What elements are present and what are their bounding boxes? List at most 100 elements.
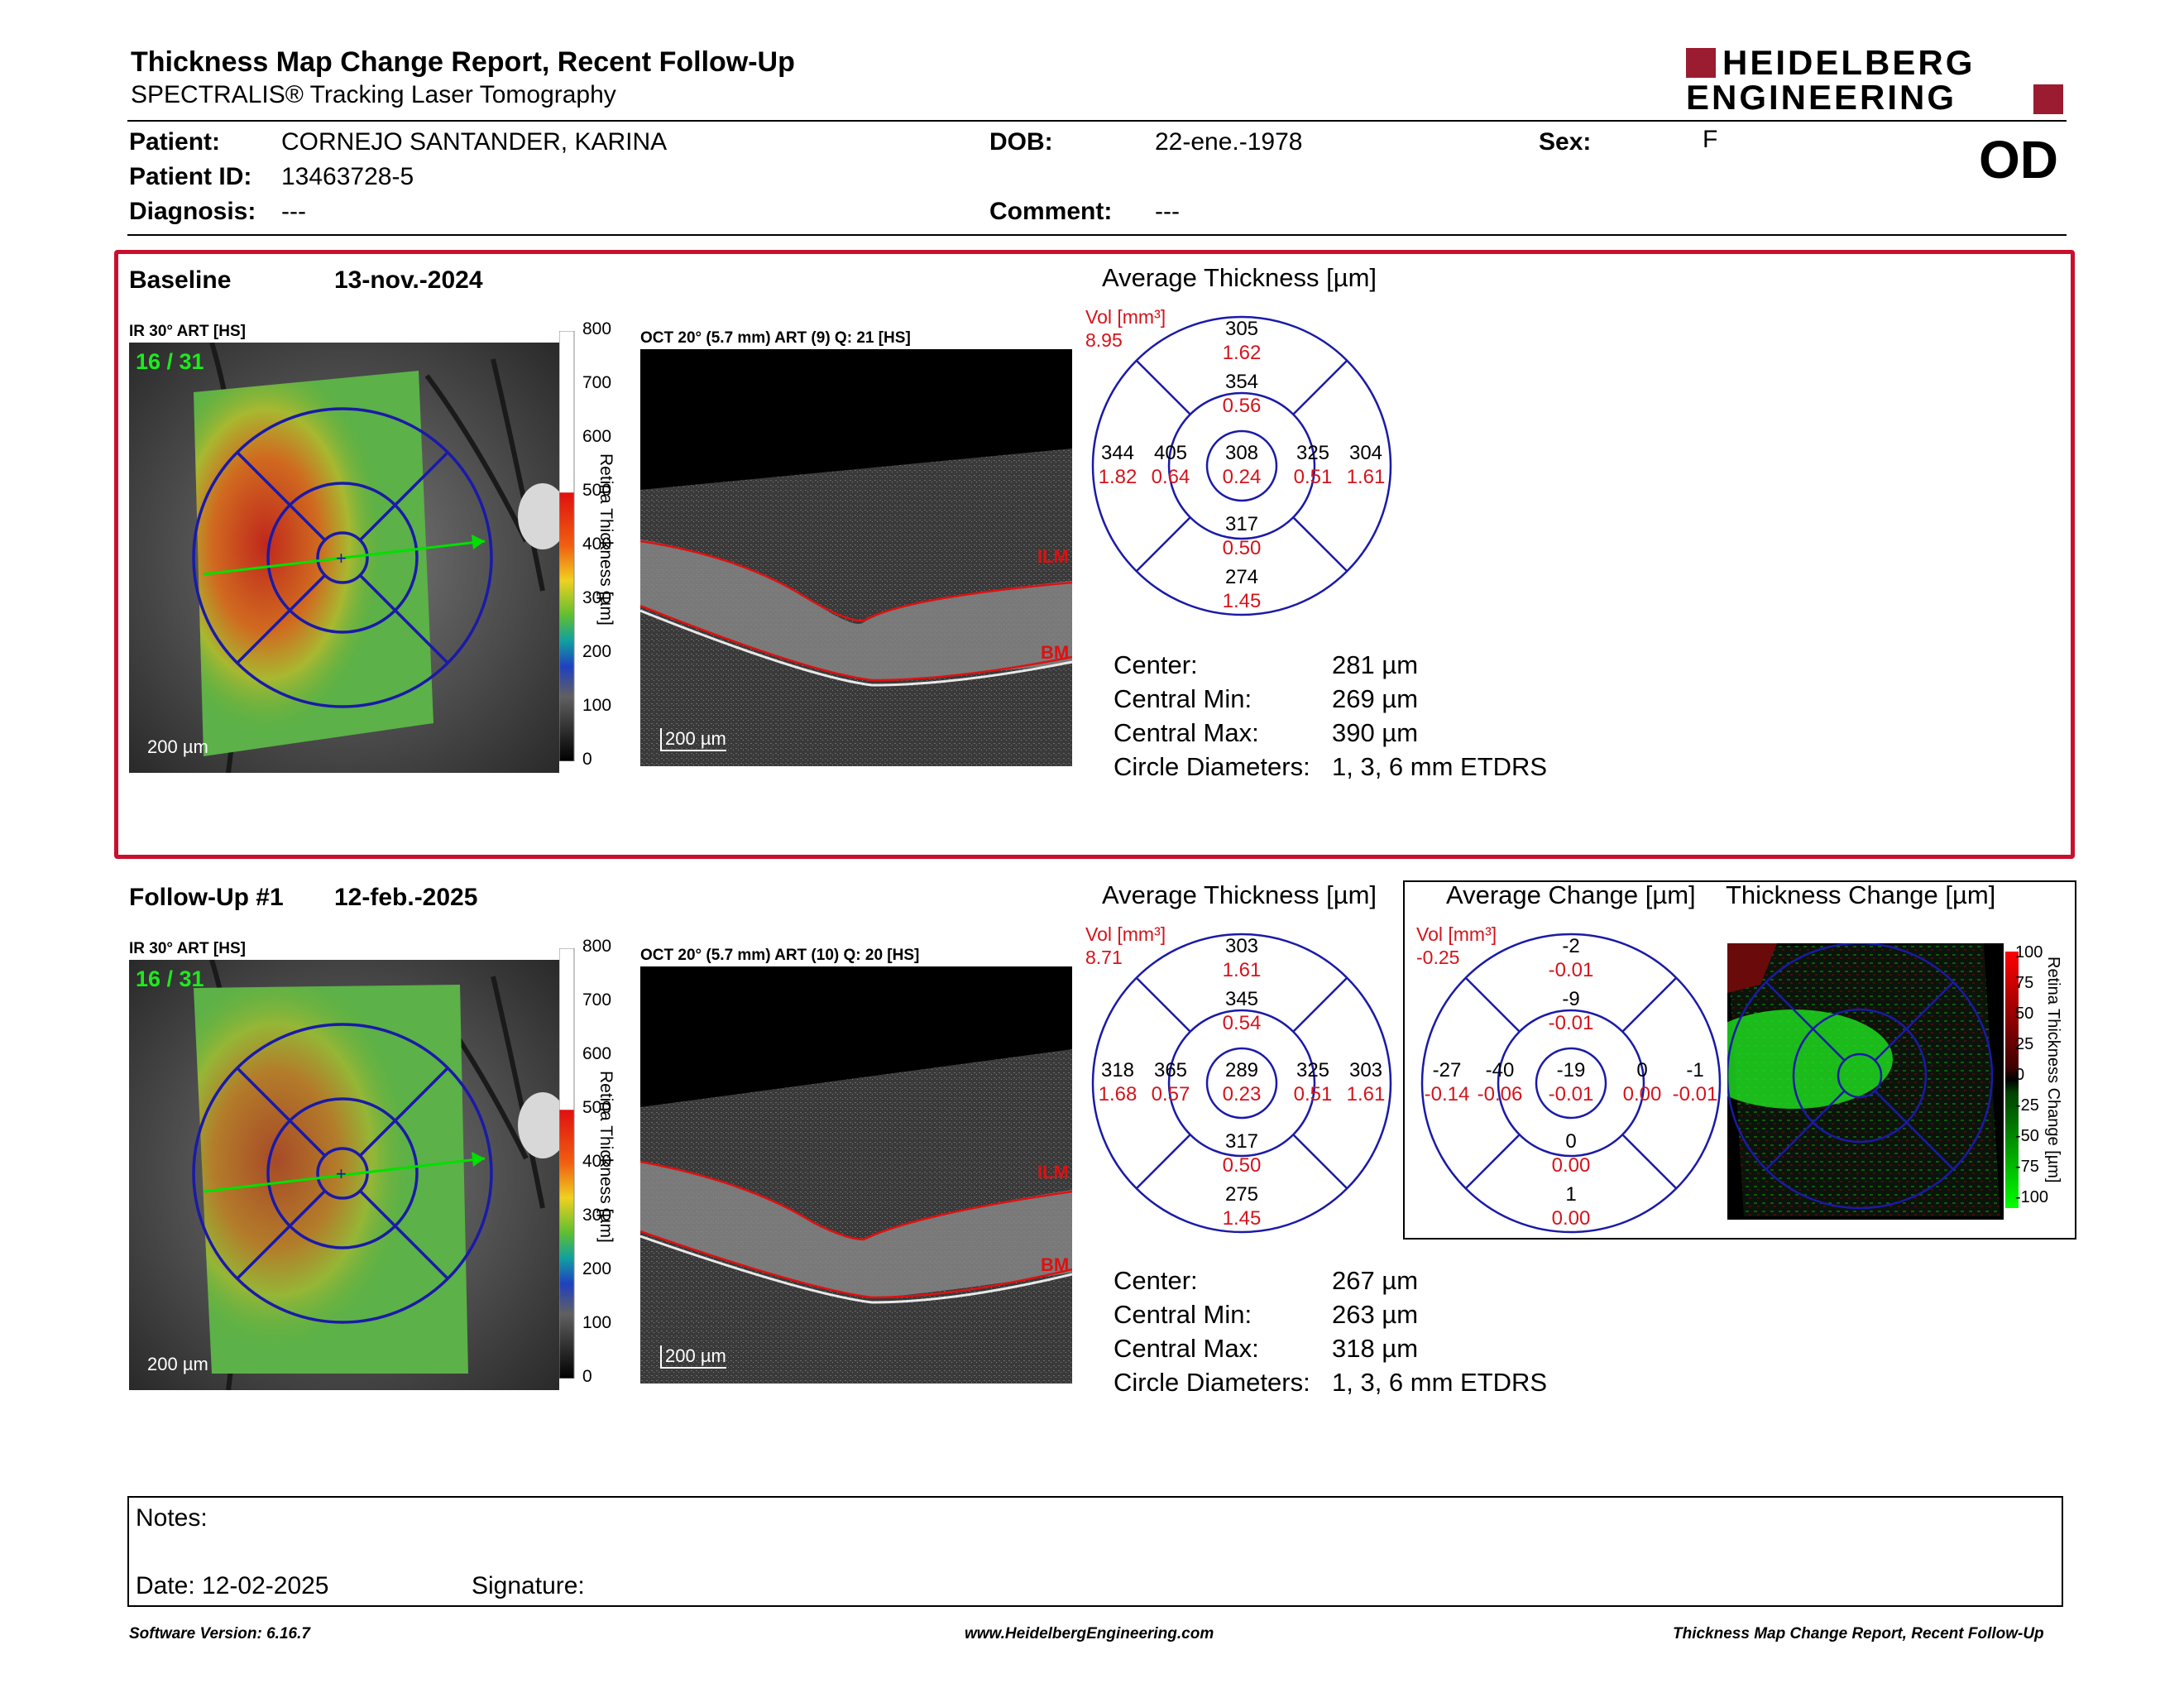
followup-etdrs-volume: 1.45 [1222, 1207, 1262, 1230]
followup-etdrs-inner-temp: 365 0.57 [1138, 1058, 1204, 1106]
followup-scale-tick: 400 [582, 1152, 612, 1171]
change-etdrs-outer-nas: -1 -0.01 [1662, 1058, 1728, 1106]
followup-scale-tick: 700 [582, 990, 612, 1009]
followup-etdrs-outer-inf: 275 1.45 [1209, 1182, 1275, 1230]
baseline-avg-title: Average Thickness [µm] [1102, 263, 1377, 292]
change-etdrs-outer-temp: -27 -0.14 [1414, 1058, 1480, 1106]
baseline-max-value: 390 µm [1332, 718, 1419, 747]
followup-frame-count: 16 / 31 [136, 966, 204, 991]
baseline-etdrs-thickness: 317 [1224, 513, 1259, 535]
followup-scale-tick: 300 [582, 1206, 612, 1225]
change-etdrs-thickness: -2 [1562, 935, 1580, 957]
followup-scale-tick: 600 [582, 1044, 612, 1063]
followup-etdrs-thickness: 303 [1348, 1059, 1383, 1081]
followup-etdrs-thickness: 303 [1224, 935, 1259, 957]
baseline-etdrs-thickness: 354 [1224, 371, 1259, 393]
baseline-etdrs-outer-nas: 304 1.61 [1333, 441, 1399, 489]
baseline-etdrs-thickness: 325 [1296, 442, 1330, 464]
footer-website[interactable]: www.HeidelbergEngineering.com [965, 1625, 1214, 1642]
baseline-etdrs-thickness: 344 [1100, 442, 1135, 464]
baseline-scale-tick: 300 [582, 588, 612, 607]
change-scale-tick: 25 [2015, 1035, 2034, 1053]
followup-scale-tick: 200 [582, 1259, 612, 1278]
baseline-center-value: 281 µm [1332, 650, 1419, 679]
followup-etdrs-volume: 0.57 [1151, 1083, 1190, 1105]
change-etdrs-inner-sup: -9 -0.01 [1538, 987, 1604, 1035]
followup-circ-label: Circle Diameters: [1114, 1368, 1310, 1397]
followup-ir-label: IR 30° ART [HS] [129, 940, 246, 957]
followup-scale-tick: 800 [582, 937, 612, 956]
baseline-date: 13-nov.-2024 [334, 266, 483, 294]
baseline-etdrs-volume: 0.50 [1222, 537, 1262, 559]
followup-etdrs-volume: 1.61 [1346, 1083, 1386, 1105]
change-etdrs-inner-inf: 0 0.00 [1538, 1129, 1604, 1177]
baseline-ilm-label: ILM [1037, 546, 1069, 567]
baseline-thickness-map: + 16 / 31 200 µm [129, 343, 559, 773]
followup-label: Follow-Up #1 [129, 884, 284, 911]
baseline-etdrs-outer-temp: 344 1.82 [1085, 441, 1151, 489]
followup-etdrs-thickness: 365 [1153, 1059, 1188, 1081]
baseline-scale-tick: 400 [582, 535, 612, 554]
followup-etdrs-volume: 0.54 [1222, 1012, 1262, 1034]
baseline-etdrs-thickness: 274 [1224, 566, 1259, 588]
baseline-etdrs-inner-inf: 317 0.50 [1209, 512, 1275, 560]
followup-vol-label: Vol [mm³] [1085, 923, 1166, 945]
change-etdrs-volume: 0.00 [1622, 1083, 1662, 1105]
thickness-change-map [1727, 943, 2004, 1220]
baseline-frame [114, 250, 2075, 859]
patient-name: CORNEJO SANTANDER, KARINA [281, 128, 668, 156]
baseline-center-label: Center: [1114, 650, 1198, 679]
followup-min-label: Central Min: [1114, 1300, 1252, 1329]
report-subtitle: SPECTRALIS® Tracking Laser Tomography [131, 81, 616, 108]
change-scale-tick: -25 [2015, 1096, 2039, 1115]
baseline-label: Baseline [129, 266, 232, 294]
followup-ilm-label: ILM [1037, 1162, 1069, 1182]
followup-center-value: 267 µm [1332, 1266, 1419, 1295]
change-scale-tick: -50 [2015, 1127, 2039, 1145]
change-scale-axis-label: Retina Thickness Change [µm] [2044, 957, 2062, 1183]
comment-value: --- [1155, 198, 1180, 225]
change-etdrs-thickness: 1 [1565, 1183, 1577, 1206]
baseline-etdrs-outer-sup: 305 1.62 [1209, 317, 1275, 365]
followup-etdrs-inner-sup: 345 0.54 [1209, 987, 1275, 1035]
baseline-circ-value: 1, 3, 6 mm ETDRS [1332, 752, 1548, 781]
change-etdrs-volume: 0.00 [1551, 1207, 1591, 1230]
patient-id: 13463728-5 [281, 163, 414, 190]
change-etdrs-volume: -0.01 [1548, 1012, 1594, 1034]
change-scale-bar [2005, 952, 2019, 1212]
change-etdrs-volume: -0.14 [1424, 1083, 1470, 1105]
baseline-min-label: Central Min: [1114, 684, 1252, 713]
baseline-etdrs-volume: 0.64 [1151, 466, 1190, 488]
baseline-thickness-scale [559, 331, 642, 770]
change-scale-tick: 50 [2015, 1005, 2034, 1023]
followup-avg-title: Average Thickness [µm] [1102, 880, 1377, 909]
followup-etdrs-volume: 1.61 [1222, 959, 1262, 981]
followup-circ-value: 1, 3, 6 mm ETDRS [1332, 1368, 1548, 1397]
baseline-bm-label: BM [1041, 642, 1070, 663]
diagnosis-value: --- [281, 198, 306, 225]
notes-box[interactable]: Notes: Date: 12-02-2025 Signature: [127, 1496, 2063, 1607]
svg-text:+: + [336, 1163, 347, 1184]
baseline-etdrs-inner-temp: 405 0.64 [1138, 441, 1204, 489]
change-title: Average Change [µm] [1446, 880, 1696, 909]
dob-value: 22-ene.-1978 [1155, 128, 1303, 156]
baseline-scale-tick: 200 [582, 642, 612, 661]
baseline-etdrs-grid [1091, 315, 1392, 616]
change-etdrs-thickness: 0 [1565, 1130, 1577, 1153]
baseline-oct-scale: 200 µm [660, 728, 726, 751]
baseline-oct-label: OCT 20° (5.7 mm) ART (9) Q: 21 [HS] [640, 329, 911, 347]
baseline-etdrs-volume: 1.45 [1222, 590, 1262, 612]
followup-etdrs-volume: 1.68 [1098, 1083, 1138, 1105]
baseline-scale-axis-label: Retina Thickness [µm] [596, 453, 615, 626]
change-vol-label: Vol [mm³] [1416, 923, 1497, 945]
patient-label: Patient: [129, 128, 221, 156]
baseline-oct-bscan: ILM BM 200 µm [640, 349, 1072, 766]
change-etdrs-volume: -0.01 [1548, 959, 1594, 981]
sex-value: F [1703, 126, 1718, 153]
baseline-scale-tick: 600 [582, 427, 612, 446]
baseline-etdrs-volume: 0.51 [1293, 466, 1333, 488]
change-etdrs-thickness: -27 [1432, 1059, 1462, 1081]
followup-etdrs-thickness: 318 [1100, 1059, 1135, 1081]
followup-etdrs-volume: 0.23 [1222, 1083, 1262, 1105]
followup-oct-scale: 200 µm [660, 1345, 726, 1369]
